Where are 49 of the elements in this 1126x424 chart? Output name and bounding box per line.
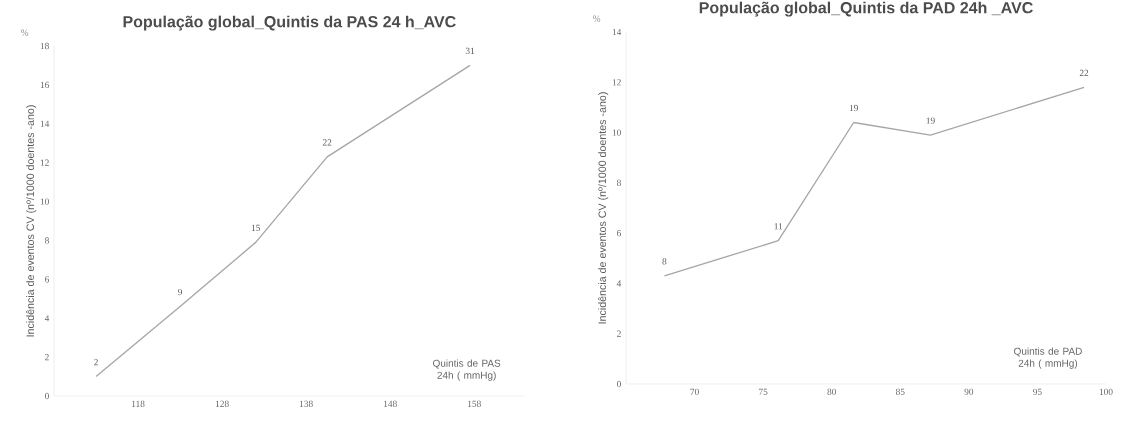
y-tick-label: 6 [617,230,622,237]
y-tick-label: 18 [40,42,49,50]
y-tick-label: 12 [40,159,49,166]
annotation: 8 [662,258,667,265]
x-tick-label: 95 [1033,388,1042,395]
y-tick-label: 6 [45,276,50,283]
text: % [21,29,29,36]
y-axis-title: Incidência de eventos CV (nº/1000 doentes -ano) [26,105,37,337]
annotation: 22 [322,139,332,146]
y-tick-label: 14 [40,120,50,127]
y-tick-label: 16 [40,81,50,89]
y-tick-label: 2 [45,354,49,361]
y-tick-label: 2 [617,330,621,337]
x-tick-label: 75 [759,388,768,395]
y-tick-label: 0 [616,380,621,388]
x-tick-label: 90 [964,388,974,395]
chart-title: População global_Quintis da PAD 24h _AVC [699,1,1033,17]
chart-title: População global_Quintis da PAS 24 h_AVC [123,15,456,31]
x-tick-label: 85 [895,388,905,395]
annotation: 19 [926,117,935,124]
x-tick-label: 80 [827,388,837,395]
x-tick-label: 70 [690,388,699,395]
annotation: 22 [1079,69,1089,76]
x-tick-label: 138 [299,400,313,407]
x-tick-label: 158 [468,400,481,407]
y-tick-label: 10 [612,129,621,136]
y-axis-title: Incidência de eventos CV (nº/1000 doentes -ano) [598,92,609,324]
annotation: 31 [465,47,475,55]
y-tick-label: 8 [616,179,621,186]
y-tick-label: 0 [45,392,49,400]
annotation: 9 [178,288,183,296]
annotation: 11 [774,223,783,230]
text: % [593,15,601,22]
y-tick-label: 12 [612,79,621,86]
x-tick-label: 118 [132,400,145,407]
line-series [663,86,1085,277]
x-tick-label: 100 [1099,388,1113,395]
annotation: 19 [849,104,858,112]
x-tick-label: 128 [215,400,229,407]
annotation: 2 [94,359,98,366]
y-tick-label: 14 [612,28,622,36]
y-tick-label: 4 [44,315,50,322]
y-tick-label: 10 [40,198,49,205]
annotation: 15 [251,224,261,231]
x-tick-label: 148 [384,400,397,407]
x-axis-title: Quintis de PAS 24h ( mmHg) [433,359,501,381]
y-tick-label: 4 [616,280,622,287]
y-tick-label: 8 [45,237,49,244]
x-axis-title: Quintis de PAD 24h ( mmHg) [1014,347,1082,369]
